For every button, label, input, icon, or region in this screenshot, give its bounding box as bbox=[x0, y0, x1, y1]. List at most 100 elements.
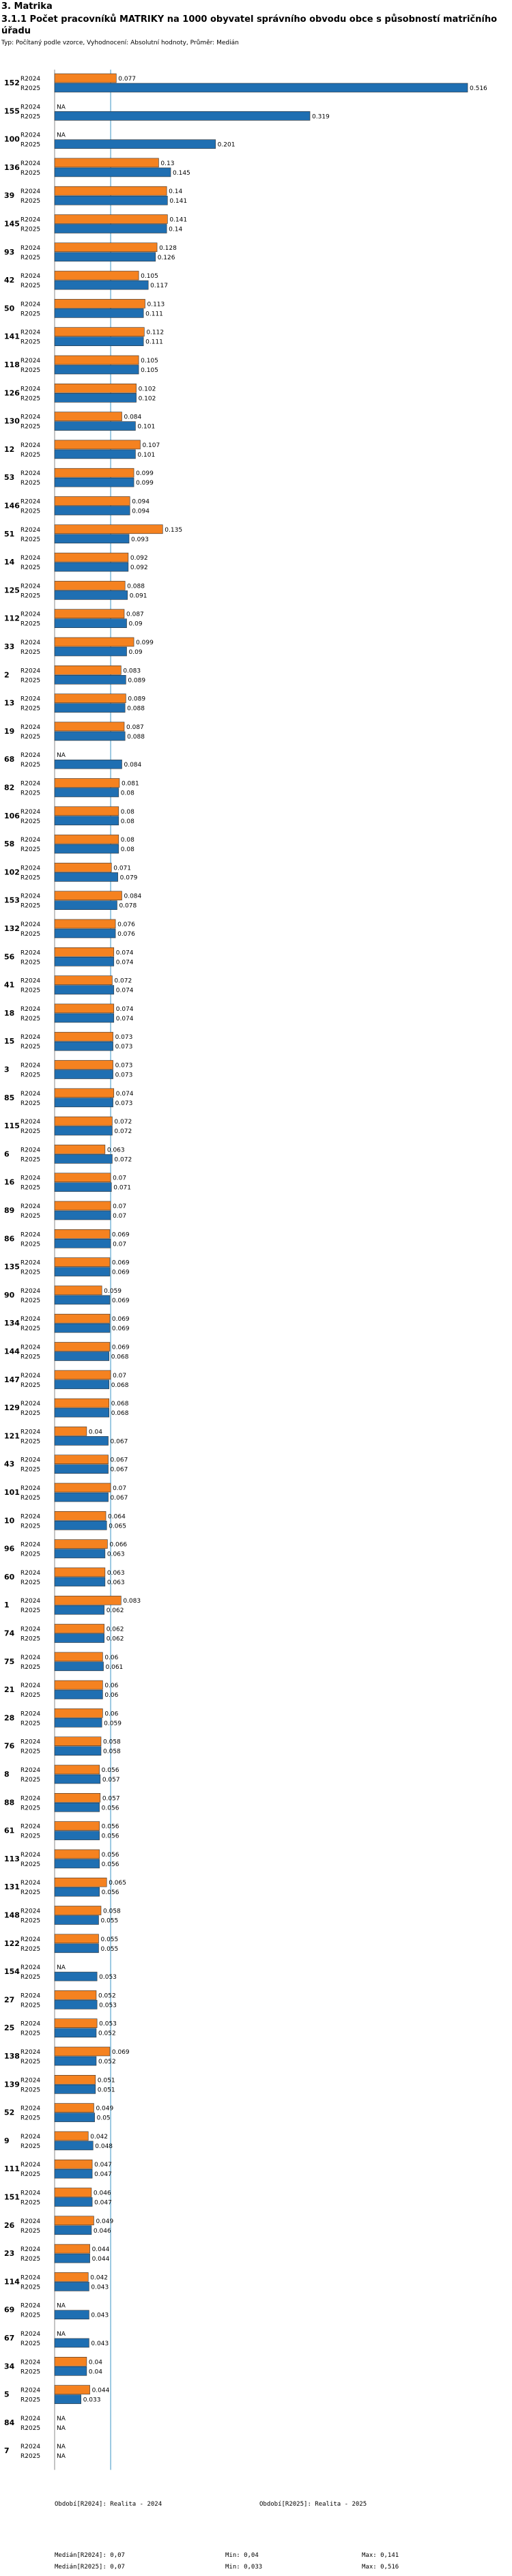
bar-r2024 bbox=[54, 327, 145, 337]
series-label-r2025: R2025 bbox=[20, 2059, 40, 2065]
category-label: 90 bbox=[4, 1291, 15, 1300]
bar-r2025 bbox=[54, 1323, 111, 1333]
series-label-r2024: R2024 bbox=[20, 1401, 40, 1407]
value-label-r2024: 0.056 bbox=[102, 1852, 119, 1859]
series-label-r2025: R2025 bbox=[20, 621, 40, 628]
bar-r2024 bbox=[54, 1398, 110, 1408]
value-label-r2024: 0.044 bbox=[92, 2246, 110, 2253]
value-label-r2024: 0.099 bbox=[136, 470, 154, 477]
category-label: 61 bbox=[4, 1827, 14, 1835]
series-label-r2024: R2024 bbox=[20, 865, 40, 872]
bar-r2025 bbox=[54, 2225, 92, 2235]
series-label-r2024: R2024 bbox=[20, 1936, 40, 1943]
value-label-r2025: 0.14 bbox=[169, 227, 182, 233]
category-label: 74 bbox=[4, 1629, 15, 1638]
bar-r2024 bbox=[54, 1680, 103, 1690]
series-label-r2025: R2025 bbox=[20, 2171, 40, 2178]
category-label: 19 bbox=[4, 727, 14, 736]
series-label-r2025: R2025 bbox=[20, 1354, 40, 1361]
bar-r2025 bbox=[54, 2282, 89, 2291]
series-label-r2025: R2025 bbox=[20, 170, 40, 177]
series-label-r2024: R2024 bbox=[20, 104, 40, 111]
series-label-r2025: R2025 bbox=[20, 734, 40, 741]
bar-r2024 bbox=[54, 1849, 100, 1859]
series-label-r2024: R2024 bbox=[20, 2303, 40, 2310]
value-label-r2025: 0.073 bbox=[115, 1072, 133, 1079]
bar-r2025 bbox=[54, 1521, 107, 1530]
value-label-r2024: 0.07 bbox=[113, 1373, 126, 1379]
series-label-r2025: R2025 bbox=[20, 113, 40, 120]
value-label-r2025: 0.043 bbox=[91, 2341, 109, 2347]
value-label-r2024: 0.063 bbox=[107, 1570, 125, 1577]
value-label-r2025: 0.065 bbox=[109, 1523, 126, 1530]
bar-r2024 bbox=[54, 355, 139, 365]
bar-r2025 bbox=[54, 562, 129, 572]
bar-r2024 bbox=[54, 2272, 89, 2282]
series-label-r2025: R2025 bbox=[20, 283, 40, 289]
value-label-r2025: 0.072 bbox=[114, 1156, 132, 1163]
value-label-r2024: 0.069 bbox=[112, 1260, 130, 1267]
value-label-r2024: 0.055 bbox=[100, 1936, 118, 1943]
category-label: 118 bbox=[4, 360, 20, 369]
bar-r2025 bbox=[54, 83, 468, 93]
value-label-r2024: 0.06 bbox=[104, 1655, 118, 1661]
series-label-r2025: R2025 bbox=[20, 1777, 40, 1784]
value-label-r2025: 0.063 bbox=[107, 1551, 125, 1558]
category-label: 58 bbox=[4, 840, 14, 848]
na-label: NA bbox=[57, 2416, 66, 2422]
category-label: 135 bbox=[4, 1263, 20, 1272]
bar-r2024 bbox=[54, 1285, 102, 1296]
series-label-r2024: R2024 bbox=[20, 160, 40, 167]
category-label: 122 bbox=[4, 1939, 20, 1948]
value-label-r2025: 0.068 bbox=[111, 1382, 129, 1389]
series-label-r2024: R2024 bbox=[20, 1373, 40, 1379]
category-label: 138 bbox=[4, 2052, 20, 2061]
series-label-r2025: R2025 bbox=[20, 649, 40, 656]
value-label-r2024: 0.053 bbox=[99, 2021, 117, 2028]
bar-r2025 bbox=[54, 195, 168, 205]
series-label-r2024: R2024 bbox=[20, 499, 40, 506]
category-label: 145 bbox=[4, 220, 20, 229]
series-label-r2025: R2025 bbox=[20, 1185, 40, 1192]
series-label-r2025: R2025 bbox=[20, 1805, 40, 1812]
bar-r2024 bbox=[54, 2018, 98, 2028]
value-label-r2024: 0.046 bbox=[94, 2190, 111, 2197]
value-label-r2025: 0.201 bbox=[218, 142, 236, 149]
category-label: 76 bbox=[4, 1742, 15, 1751]
value-label-r2024: 0.071 bbox=[113, 865, 131, 872]
bar-r2025 bbox=[54, 2197, 93, 2207]
value-label-r2025: 0.046 bbox=[94, 2228, 111, 2235]
bar-r2024 bbox=[54, 270, 139, 281]
bar-r2024 bbox=[54, 778, 120, 788]
value-label-r2025: 0.053 bbox=[99, 1974, 117, 1981]
category-label: 126 bbox=[4, 388, 20, 397]
bar-r2024 bbox=[54, 2046, 111, 2057]
category-label: 56 bbox=[4, 952, 15, 961]
series-label-r2024: R2024 bbox=[20, 809, 40, 816]
value-label-r2025: 0.059 bbox=[104, 1720, 122, 1727]
value-label-r2024: 0.067 bbox=[111, 1457, 128, 1464]
chart-title: 3.1.1 Počet pracovníků MATRIKY na 1000 o… bbox=[1, 14, 498, 36]
series-label-r2025: R2025 bbox=[20, 1438, 40, 1445]
bar-r2025 bbox=[54, 506, 130, 515]
value-label-r2025: 0.08 bbox=[121, 790, 134, 797]
bar-r2024 bbox=[54, 2357, 87, 2366]
series-label-r2025: R2025 bbox=[20, 1720, 40, 1727]
bar-r2024 bbox=[54, 1201, 111, 1211]
value-label-r2024: 0.087 bbox=[126, 612, 144, 618]
bar-r2025 bbox=[54, 1633, 104, 1643]
value-label-r2024: 0.047 bbox=[94, 2162, 112, 2169]
bar-r2025 bbox=[54, 1689, 103, 1700]
series-label-r2025: R2025 bbox=[20, 339, 40, 346]
series-label-r2025: R2025 bbox=[20, 1213, 40, 1220]
value-label-r2024: 0.073 bbox=[115, 1034, 133, 1041]
na-label: NA bbox=[57, 1964, 66, 1971]
category-label: 34 bbox=[4, 2362, 15, 2371]
category-label: 148 bbox=[4, 1911, 20, 1920]
series-label-r2025: R2025 bbox=[20, 2425, 40, 2432]
series-label-r2025: R2025 bbox=[20, 1861, 40, 1868]
series-label-r2024: R2024 bbox=[20, 2106, 40, 2113]
bar-r2025 bbox=[54, 2169, 93, 2179]
value-label-r2024: 0.066 bbox=[109, 1542, 127, 1549]
value-label-r2024: 0.113 bbox=[147, 301, 165, 308]
